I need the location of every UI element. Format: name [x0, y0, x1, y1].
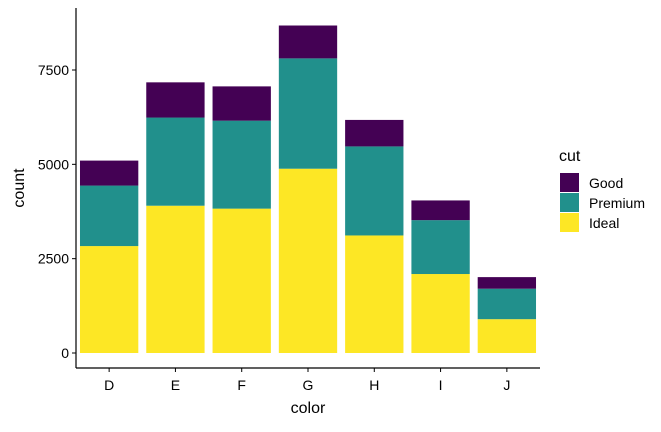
bars-layer: [79, 25, 537, 353]
bar-G-ideal: [278, 168, 338, 353]
legend-label-ideal: Ideal: [589, 215, 619, 231]
axes-layer: D E F G H I J 0 2500 5000 7500: [38, 8, 540, 393]
x-tick-label: D: [104, 377, 114, 393]
legend-label-premium: Premium: [589, 195, 645, 211]
x-axis-title: color: [291, 400, 326, 417]
bar-G-premium: [278, 58, 338, 169]
bar-E-good: [146, 82, 205, 118]
bar-J-premium: [477, 288, 537, 320]
x-tick-label: F: [237, 377, 246, 393]
bar-J-ideal: [477, 319, 537, 353]
x-tick-label: E: [171, 377, 180, 393]
y-tick-label: 2500: [38, 251, 69, 267]
legend-key-premium: [560, 193, 579, 212]
legend-key-ideal: [560, 213, 579, 232]
x-tick-label: H: [369, 377, 379, 393]
bar-D-good: [79, 160, 139, 186]
legend-label-good: Good: [589, 175, 623, 191]
bar-D-premium: [79, 185, 139, 247]
legend-key-good: [560, 173, 579, 192]
bar-F-premium: [212, 120, 271, 209]
legend: cut Good Premium Ideal: [559, 148, 645, 232]
bar-F-ideal: [212, 208, 271, 353]
bar-J-good: [477, 277, 537, 289]
x-tick-label: I: [439, 377, 443, 393]
legend-title: cut: [559, 148, 581, 165]
bar-E-premium: [146, 117, 205, 206]
bar-I-good: [411, 200, 470, 221]
y-axis-title: count: [11, 168, 28, 208]
bar-D-ideal: [79, 246, 139, 353]
x-tick-label: J: [503, 377, 510, 393]
bar-I-ideal: [411, 274, 470, 353]
y-tick-label: 0: [61, 345, 69, 361]
bar-H-ideal: [345, 235, 404, 353]
bar-H-good: [345, 119, 404, 147]
y-tick-label: 7500: [38, 62, 69, 78]
y-tick-label: 5000: [38, 156, 69, 172]
bar-E-ideal: [146, 205, 205, 353]
bar-F-good: [212, 86, 271, 121]
bar-H-premium: [345, 146, 404, 236]
bar-I-premium: [411, 220, 470, 275]
bar-G-good: [278, 25, 338, 59]
x-tick-label: G: [303, 377, 314, 393]
